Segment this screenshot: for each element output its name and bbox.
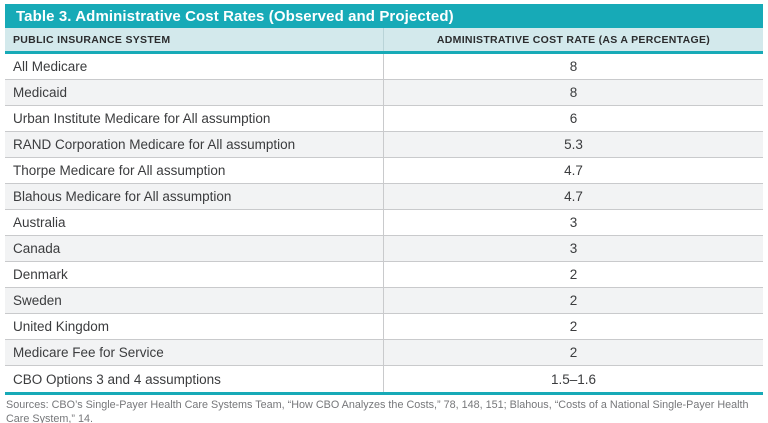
cell-system: Canada (5, 236, 384, 261)
table-row: Canada 3 (5, 236, 763, 262)
cell-system: Thorpe Medicare for All assumption (5, 158, 384, 183)
column-header-public-insurance-system: PUBLIC INSURANCE SYSTEM (5, 28, 384, 51)
cell-rate: 4.7 (564, 189, 583, 204)
cell-system: RAND Corporation Medicare for All assump… (5, 132, 384, 157)
table-row: CBO Options 3 and 4 assumptions 1.5–1.6 (5, 366, 763, 392)
cell-rate: 8 (569, 59, 578, 74)
cell-rate: 8 (569, 85, 578, 100)
cell-rate: 5.3 (564, 137, 583, 152)
cell-system: Blahous Medicare for All assumption (5, 184, 384, 209)
table-title-bar: Table 3. Administrative Cost Rates (Obse… (5, 4, 763, 28)
table-row: Thorpe Medicare for All assumption 4.7 (5, 158, 763, 184)
cell-rate: 6 (569, 111, 578, 126)
cell-system: Australia (5, 210, 384, 235)
cell-rate: 2 (569, 345, 578, 360)
cell-system: Denmark (5, 262, 384, 287)
table-row: RAND Corporation Medicare for All assump… (5, 132, 763, 158)
table-title: Table 3. Administrative Cost Rates (Obse… (16, 7, 454, 25)
table-row: Medicare Fee for Service 2 (5, 340, 763, 366)
table-body: All Medicare 8 Medicaid 8 Urban Institut… (5, 54, 763, 395)
cell-rate: 3 (569, 215, 578, 230)
table-row: Denmark 2 (5, 262, 763, 288)
table-row: Urban Institute Medicare for All assumpt… (5, 106, 763, 132)
cell-system: Sweden (5, 288, 384, 313)
cell-rate: 2 (569, 293, 578, 308)
cell-system: United Kingdom (5, 314, 384, 339)
table-row: Blahous Medicare for All assumption 4.7 (5, 184, 763, 210)
table-row: United Kingdom 2 (5, 314, 763, 340)
cell-system: All Medicare (5, 54, 384, 79)
table-row: Australia 3 (5, 210, 763, 236)
table-row: All Medicare 8 (5, 54, 763, 80)
cell-rate: 2 (569, 267, 578, 282)
table-header-row: PUBLIC INSURANCE SYSTEM ADMINISTRATIVE C… (5, 28, 763, 54)
column-header-administrative-cost-rate: ADMINISTRATIVE COST RATE (AS A PERCENTAG… (436, 33, 711, 46)
cell-system: Medicare Fee for Service (5, 340, 384, 365)
table-row: Medicaid 8 (5, 80, 763, 106)
cell-rate: 4.7 (564, 163, 583, 178)
cell-rate: 3 (569, 241, 578, 256)
cell-system: Medicaid (5, 80, 384, 105)
sources-note: Sources: CBO’s Single-Payer Health Care … (6, 399, 749, 423)
admin-cost-table: PUBLIC INSURANCE SYSTEM ADMINISTRATIVE C… (5, 28, 763, 395)
cell-system: CBO Options 3 and 4 assumptions (5, 366, 384, 392)
cell-system: Urban Institute Medicare for All assumpt… (5, 106, 384, 131)
table-row: Sweden 2 (5, 288, 763, 314)
cell-rate: 2 (569, 319, 578, 334)
cell-rate: 1.5–1.6 (550, 371, 597, 387)
